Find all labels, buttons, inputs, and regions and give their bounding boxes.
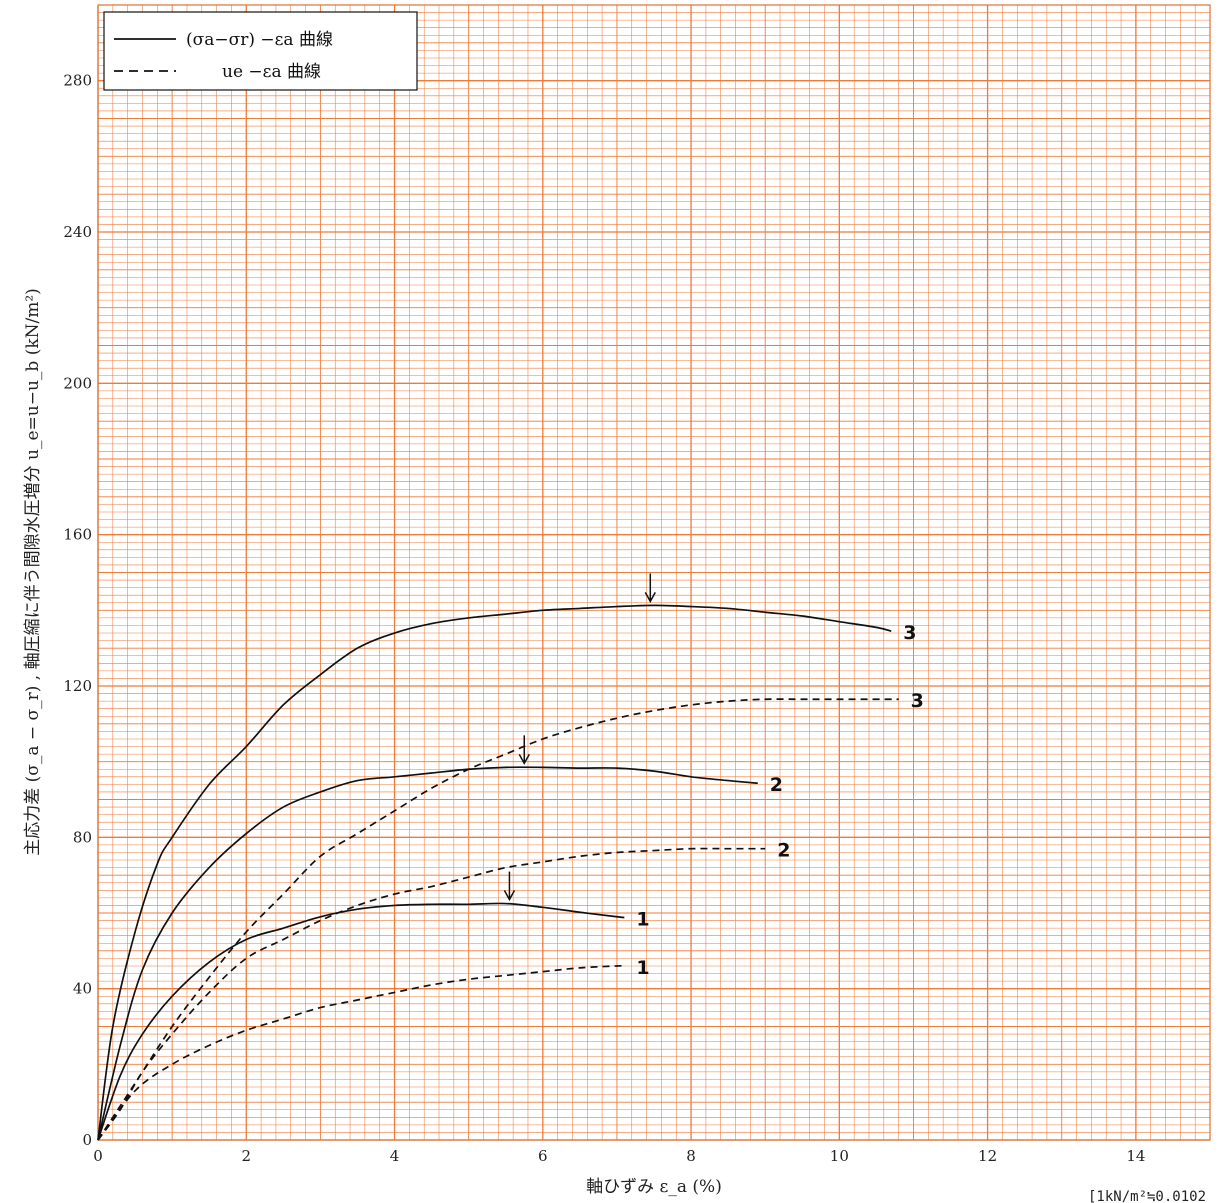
series-line-3-solid [97,604,892,1141]
legend-solid-label: (σa−σr) −εa 曲線 [186,30,333,50]
peak-markers [503,573,656,902]
plot-frame [97,4,1211,1141]
legend-dashed-label: ue −εa 曲線 [222,62,321,82]
footnote: [1kN/m²≒0.0102 [1088,1189,1206,1203]
x-axis-label: 軸ひずみ ε_a (%) [586,1177,722,1197]
x-tick-label: 0 [93,1147,103,1165]
peak-arrow-head [644,592,656,603]
x-tick-label: 14 [1126,1147,1145,1165]
series-group [97,604,899,1141]
x-tick-label: 12 [978,1147,997,1165]
y-tick-label: 200 [63,374,92,392]
curve-labels: 1 1 2 2 3 3 [636,622,924,979]
curve-label: 1 [636,957,649,979]
legend: (σa−σr) −εa 曲線 ue −εa 曲線 [103,11,418,91]
series-line-2-dashed [97,847,766,1141]
y-tick-label: 120 [63,677,92,695]
curve-label: 2 [770,774,783,796]
peak-arrow-head [503,890,516,902]
peak-arrow-head [518,753,530,765]
series-line-1-solid [97,902,625,1141]
series-line-1-dashed [97,964,625,1141]
y-tick-label: 160 [63,526,92,544]
x-tick-label: 6 [538,1147,548,1165]
x-tick-label: 8 [686,1147,696,1165]
curve-label: 2 [777,840,790,862]
x-tick-label: 2 [241,1147,251,1165]
y-tick-label: 280 [63,72,92,90]
y-tick-label: 240 [63,223,92,241]
curve-label: 3 [911,690,924,712]
y-tick-label: 80 [73,828,92,846]
y-tick-label: 0 [82,1131,92,1149]
curve-label: 3 [903,622,916,644]
series-line-2-solid [97,766,758,1141]
y-tick-label: 40 [73,980,92,998]
legend-box [103,11,418,91]
x-tick-label: 4 [390,1147,400,1165]
curve-label: 1 [636,909,649,931]
y-axis-label: 主応力差 (σ_a − σ_r) , 軸圧縮に伴う間隙水圧増分 u_e=u−u_… [23,288,43,856]
x-tick-label: 10 [830,1147,849,1165]
